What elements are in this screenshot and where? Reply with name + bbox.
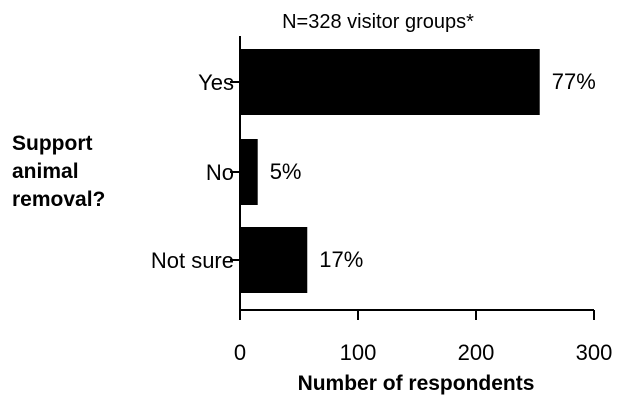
chart-title: N=328 visitor groups* [282, 11, 474, 33]
y-axis-label-line-1: Support [12, 132, 92, 155]
y-axis-label-line-3: removal? [12, 188, 105, 211]
bar-2 [240, 227, 308, 293]
y-axis-label-line-2: animal [12, 160, 79, 183]
x-tick-label-2: 200 [458, 340, 495, 365]
y-axis-label: Support animal removal? [12, 132, 105, 211]
data-label-2: 17% [319, 247, 363, 272]
data-label-0: 77% [552, 69, 596, 94]
x-tick-label-0: 0 [234, 340, 246, 365]
data-label-1: 5% [270, 159, 302, 184]
x-axis-label: Number of respondents [298, 372, 535, 395]
category-label-0: Yes [198, 70, 234, 95]
plot-area: Yes 77% No 5% Not sure 17% 0 100 200 300 [151, 36, 613, 365]
category-label-2: Not sure [151, 248, 234, 273]
bar-0 [240, 49, 540, 115]
x-tick-label-3: 300 [576, 340, 613, 365]
x-tick-label-1: 100 [340, 340, 377, 365]
bar-1 [240, 139, 258, 205]
category-label-1: No [206, 160, 234, 185]
